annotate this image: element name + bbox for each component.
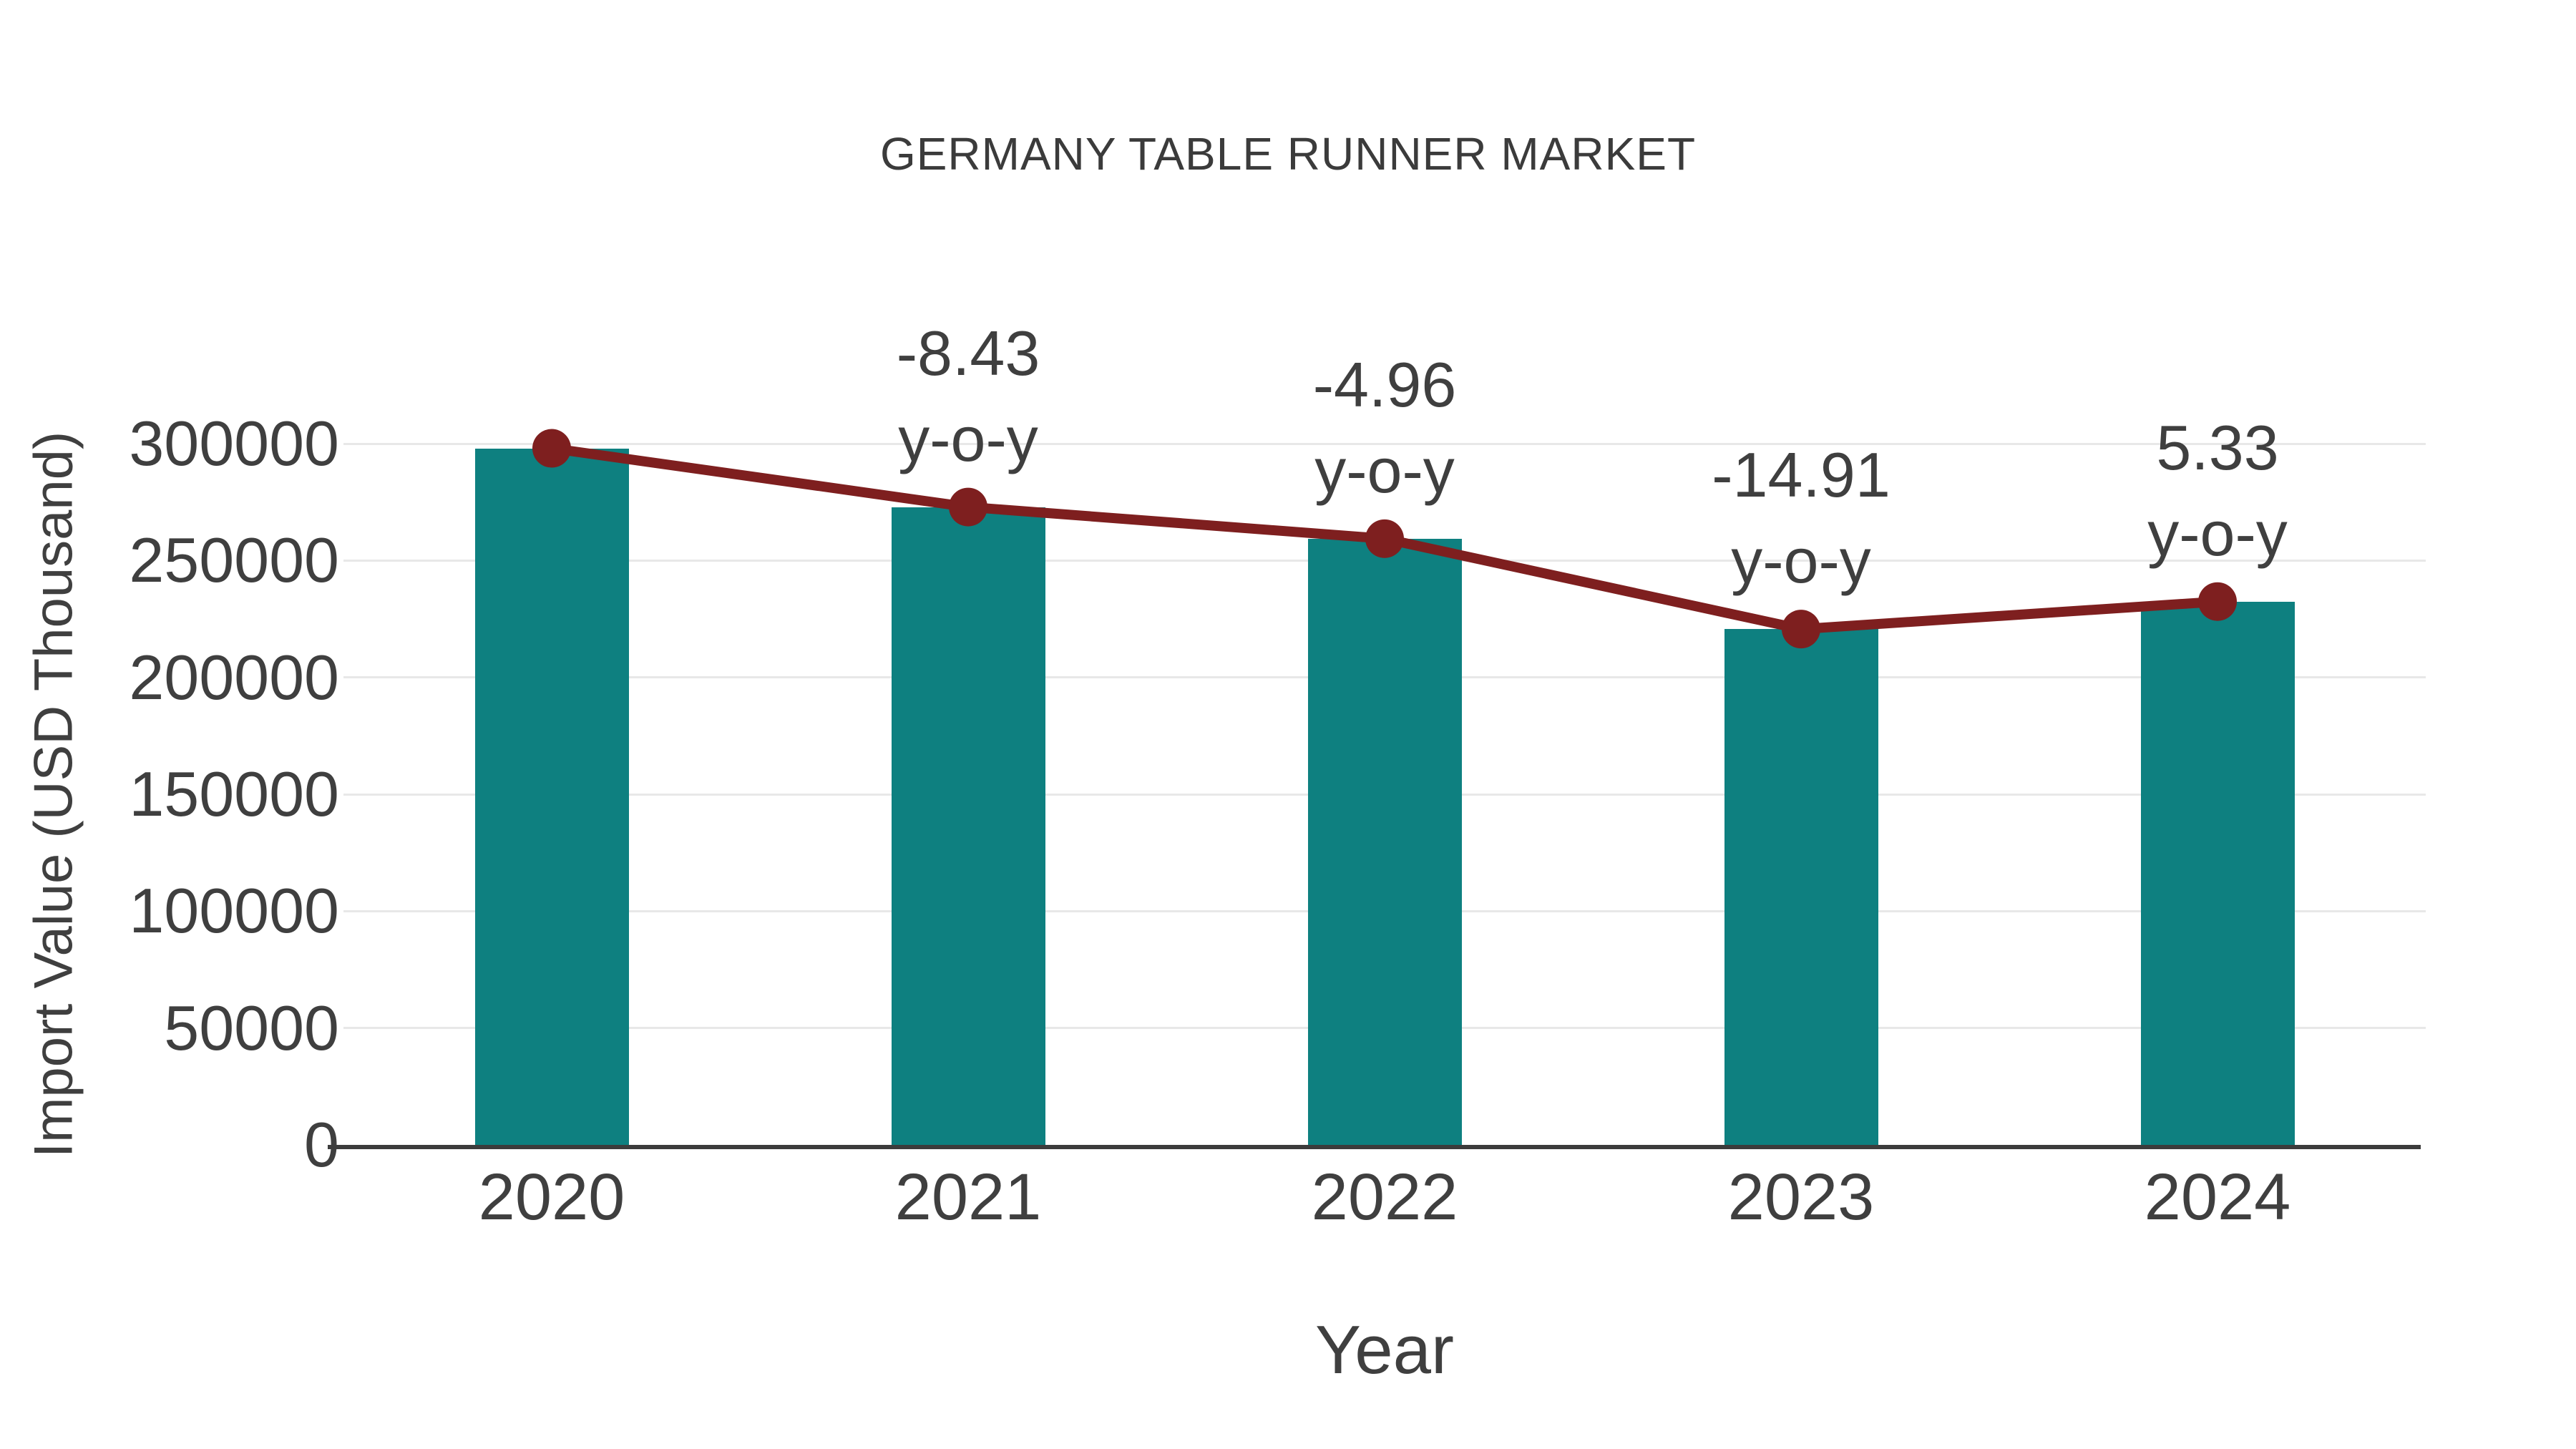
x-tick-label-2023: 2023 bbox=[1727, 1161, 1875, 1234]
x-axis-title: Year bbox=[1315, 1312, 1454, 1388]
annotation-suffix: y-o-y bbox=[898, 403, 1038, 474]
y-tick-label-300000: 300000 bbox=[129, 408, 339, 479]
x-tick-label-2022: 2022 bbox=[1311, 1161, 1458, 1234]
annotation-suffix: y-o-y bbox=[1314, 434, 1455, 506]
annotation-suffix: y-o-y bbox=[1731, 525, 1871, 597]
annotation-2021: -8.43 y-o-y bbox=[897, 311, 1040, 482]
gridline-300000 bbox=[343, 442, 2426, 445]
bar-2020 bbox=[474, 448, 629, 1145]
y-tick-label-150000: 150000 bbox=[129, 758, 339, 829]
annotation-2024: 5.33 y-o-y bbox=[2147, 405, 2288, 577]
y-tick-label-250000: 250000 bbox=[129, 525, 339, 596]
plot-area bbox=[343, 429, 2426, 1145]
marker-2024 bbox=[2198, 582, 2237, 621]
marker-2023 bbox=[1782, 610, 1820, 649]
bar-2024 bbox=[2140, 601, 2295, 1145]
annotation-value: -4.96 bbox=[1312, 348, 1457, 420]
bar-2023 bbox=[1724, 629, 1878, 1145]
y-tick-label-100000: 100000 bbox=[129, 875, 339, 947]
y-tick-label-200000: 200000 bbox=[129, 641, 339, 713]
trend-line-layer bbox=[532, 429, 2237, 649]
annotation-value: 5.33 bbox=[2156, 411, 2279, 483]
y-tick-label-0: 0 bbox=[304, 1109, 339, 1180]
marker-2021 bbox=[949, 487, 987, 527]
x-tick-label-2024: 2024 bbox=[2144, 1161, 2291, 1234]
x-tick-label-2021: 2021 bbox=[894, 1161, 1042, 1234]
y-tick-label-50000: 50000 bbox=[164, 992, 339, 1063]
bar-2021 bbox=[891, 507, 1045, 1145]
annotation-2022: -4.96 y-o-y bbox=[1313, 342, 1457, 514]
bar-2022 bbox=[1307, 538, 1462, 1145]
annotation-value: -8.43 bbox=[896, 317, 1040, 389]
annotation-value: -14.91 bbox=[1712, 439, 1890, 511]
x-axis-line bbox=[328, 1145, 2421, 1149]
x-tick-label-2020: 2020 bbox=[478, 1161, 625, 1234]
marker-2020 bbox=[532, 429, 571, 468]
annotation-2023: -14.91 y-o-y bbox=[1712, 432, 1890, 604]
annotation-suffix: y-o-y bbox=[2147, 497, 2288, 569]
marker-2022 bbox=[1365, 519, 1404, 558]
chart-title: GERMANY TABLE RUNNER MARKET bbox=[879, 128, 1697, 180]
